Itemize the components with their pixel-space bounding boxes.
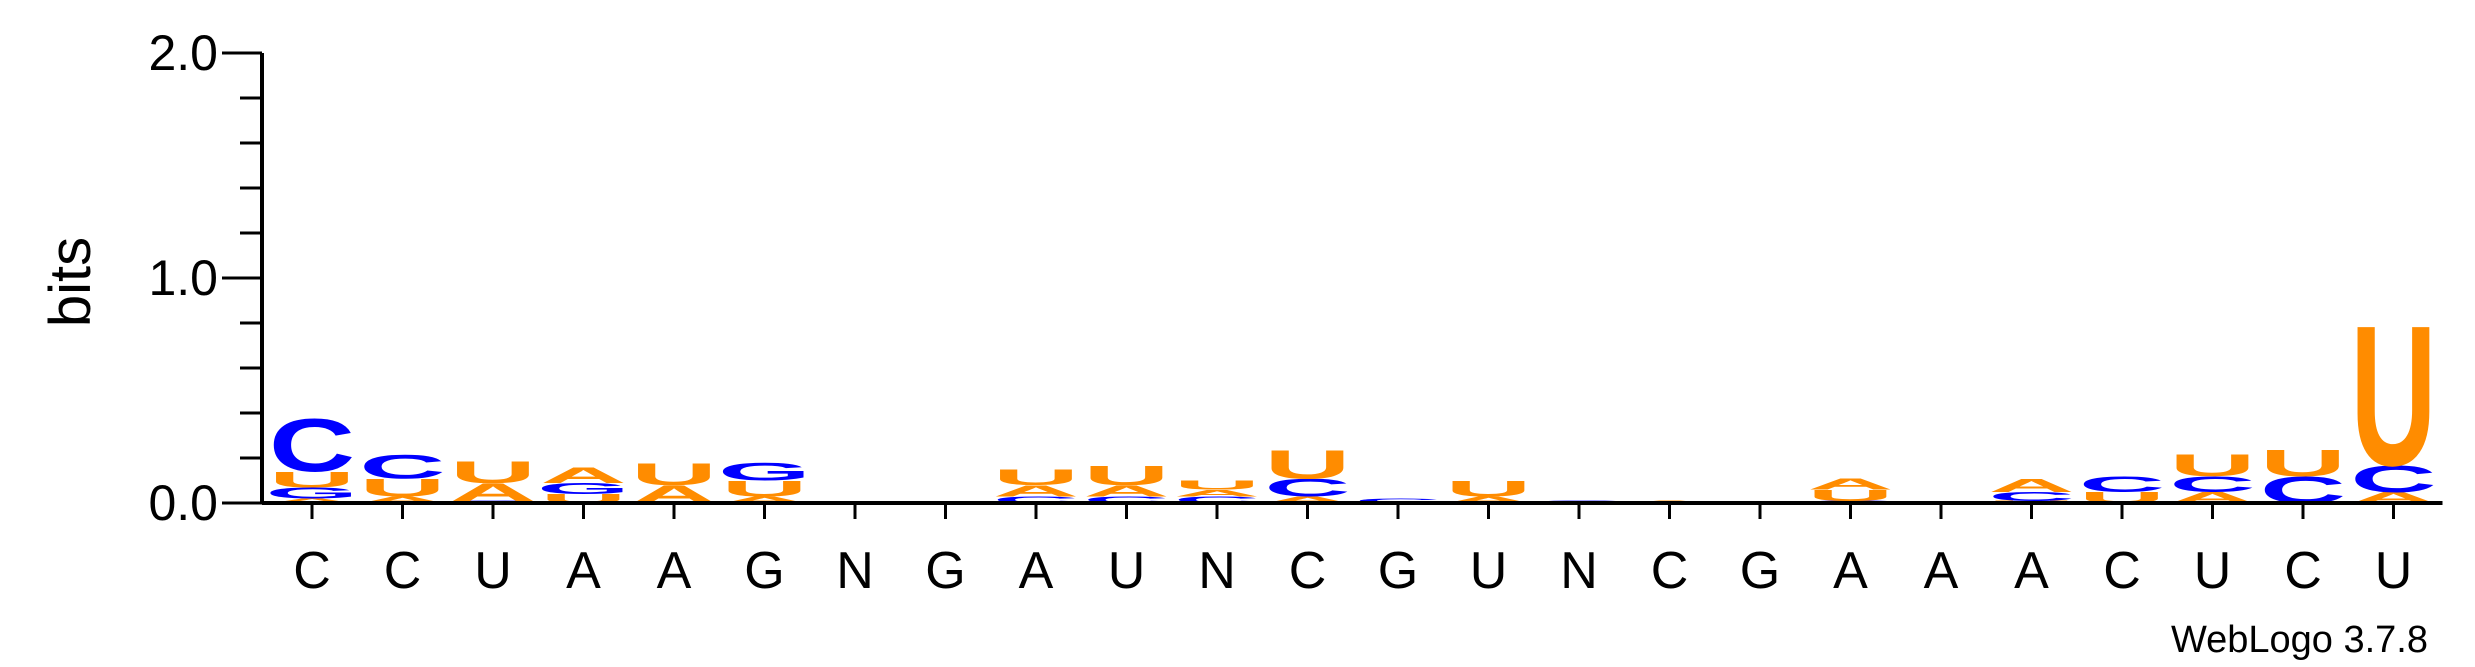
logo-letter-u: U <box>2260 442 2346 484</box>
logo-letter-u: U <box>1174 478 1260 492</box>
position-label: G <box>925 542 965 600</box>
y-tick-label: 0.0 <box>148 475 218 531</box>
logo-letter-u: U <box>1264 441 1350 487</box>
position-label: N <box>1560 542 1598 600</box>
position-label: G <box>1740 542 1780 600</box>
y-tick-label: 1.0 <box>148 250 218 306</box>
logo-letter-a: A <box>1445 494 1531 505</box>
logo-letter-a: A <box>359 494 445 505</box>
y-axis-title: bits <box>38 237 103 327</box>
position-label: A <box>657 542 692 600</box>
position-label: U <box>474 542 512 600</box>
logo-letter-c: C <box>1988 489 2074 503</box>
position-label: G <box>1378 542 1418 600</box>
logo-letter-u: U <box>631 457 717 492</box>
position-label: C <box>2284 542 2322 600</box>
logo-letter-c: C <box>1264 474 1350 502</box>
logo-letter-a: A <box>721 494 807 505</box>
logo-letter-c: C <box>1174 494 1260 505</box>
y-axis: 0.0 1.0 2.0 <box>148 25 264 531</box>
logo-letter-u: U <box>993 465 1079 489</box>
position-label: U <box>2375 542 2413 600</box>
logo-letter-a: A <box>1264 494 1350 505</box>
position-label: U <box>2194 542 2232 600</box>
logo-letter-c: C <box>269 405 355 488</box>
logo-stacks: AGUCAUCGAUUGAAUAUGCAUCAUCAUACUCAUCACUAUC… <box>266 284 2437 511</box>
position-label: A <box>2014 542 2049 600</box>
logo-letter-u: U <box>269 468 355 492</box>
logo-letter-u: U <box>2350 284 2436 507</box>
logo-letter-u: U <box>2169 448 2255 483</box>
weblogo-credit: WebLogo 3.7.8 <box>2171 619 2428 661</box>
logo-letter-c: C <box>2169 472 2255 496</box>
position-label: U <box>1470 542 1508 600</box>
logo-letter-c: C <box>359 447 445 486</box>
position-label: A <box>1924 542 1959 600</box>
logo-letter-u: U <box>359 474 445 502</box>
logo-letter-u: U <box>1445 477 1531 501</box>
logo-letter-a: A <box>540 463 626 487</box>
position-label: N <box>836 542 874 600</box>
y-tick-label: 2.0 <box>148 25 218 81</box>
position-label: C <box>2103 542 2141 600</box>
logo-letter-a: A <box>993 482 1079 499</box>
position-label: A <box>566 542 601 600</box>
logo-letter-a: A <box>1174 488 1260 499</box>
logo-letter-c: C <box>1083 494 1169 505</box>
logo-letter-g: G <box>266 485 359 502</box>
position-label: C <box>1289 542 1327 600</box>
position-label: C <box>384 542 422 600</box>
logo-letter-a: A <box>1988 475 2074 496</box>
logo-letter-c: C <box>993 494 1079 505</box>
logo-letter-u: U <box>1807 487 1893 504</box>
logo-letter-c: C <box>2350 458 2436 500</box>
logo-letter-u: U <box>450 454 536 489</box>
position-label: C <box>1651 542 1689 600</box>
position-label: C <box>293 542 331 600</box>
logo-letter-g: G <box>537 480 630 497</box>
position-label: A <box>1019 542 1054 600</box>
logo-letter-c: C <box>1355 497 1441 504</box>
position-label: A <box>1833 542 1868 600</box>
logo-letter-g: G <box>718 458 811 486</box>
logo-letter-u: U <box>1083 460 1169 491</box>
logo-letter-c: C <box>2079 472 2165 496</box>
position-label: U <box>1108 542 1146 600</box>
logo-letter-a: A <box>1083 482 1169 499</box>
position-label: G <box>744 542 784 600</box>
logo-letter-u: U <box>721 477 807 501</box>
position-label: N <box>1198 542 1236 600</box>
logo-letter-a: A <box>269 497 355 504</box>
logo-letter-a: A <box>1807 476 1893 493</box>
